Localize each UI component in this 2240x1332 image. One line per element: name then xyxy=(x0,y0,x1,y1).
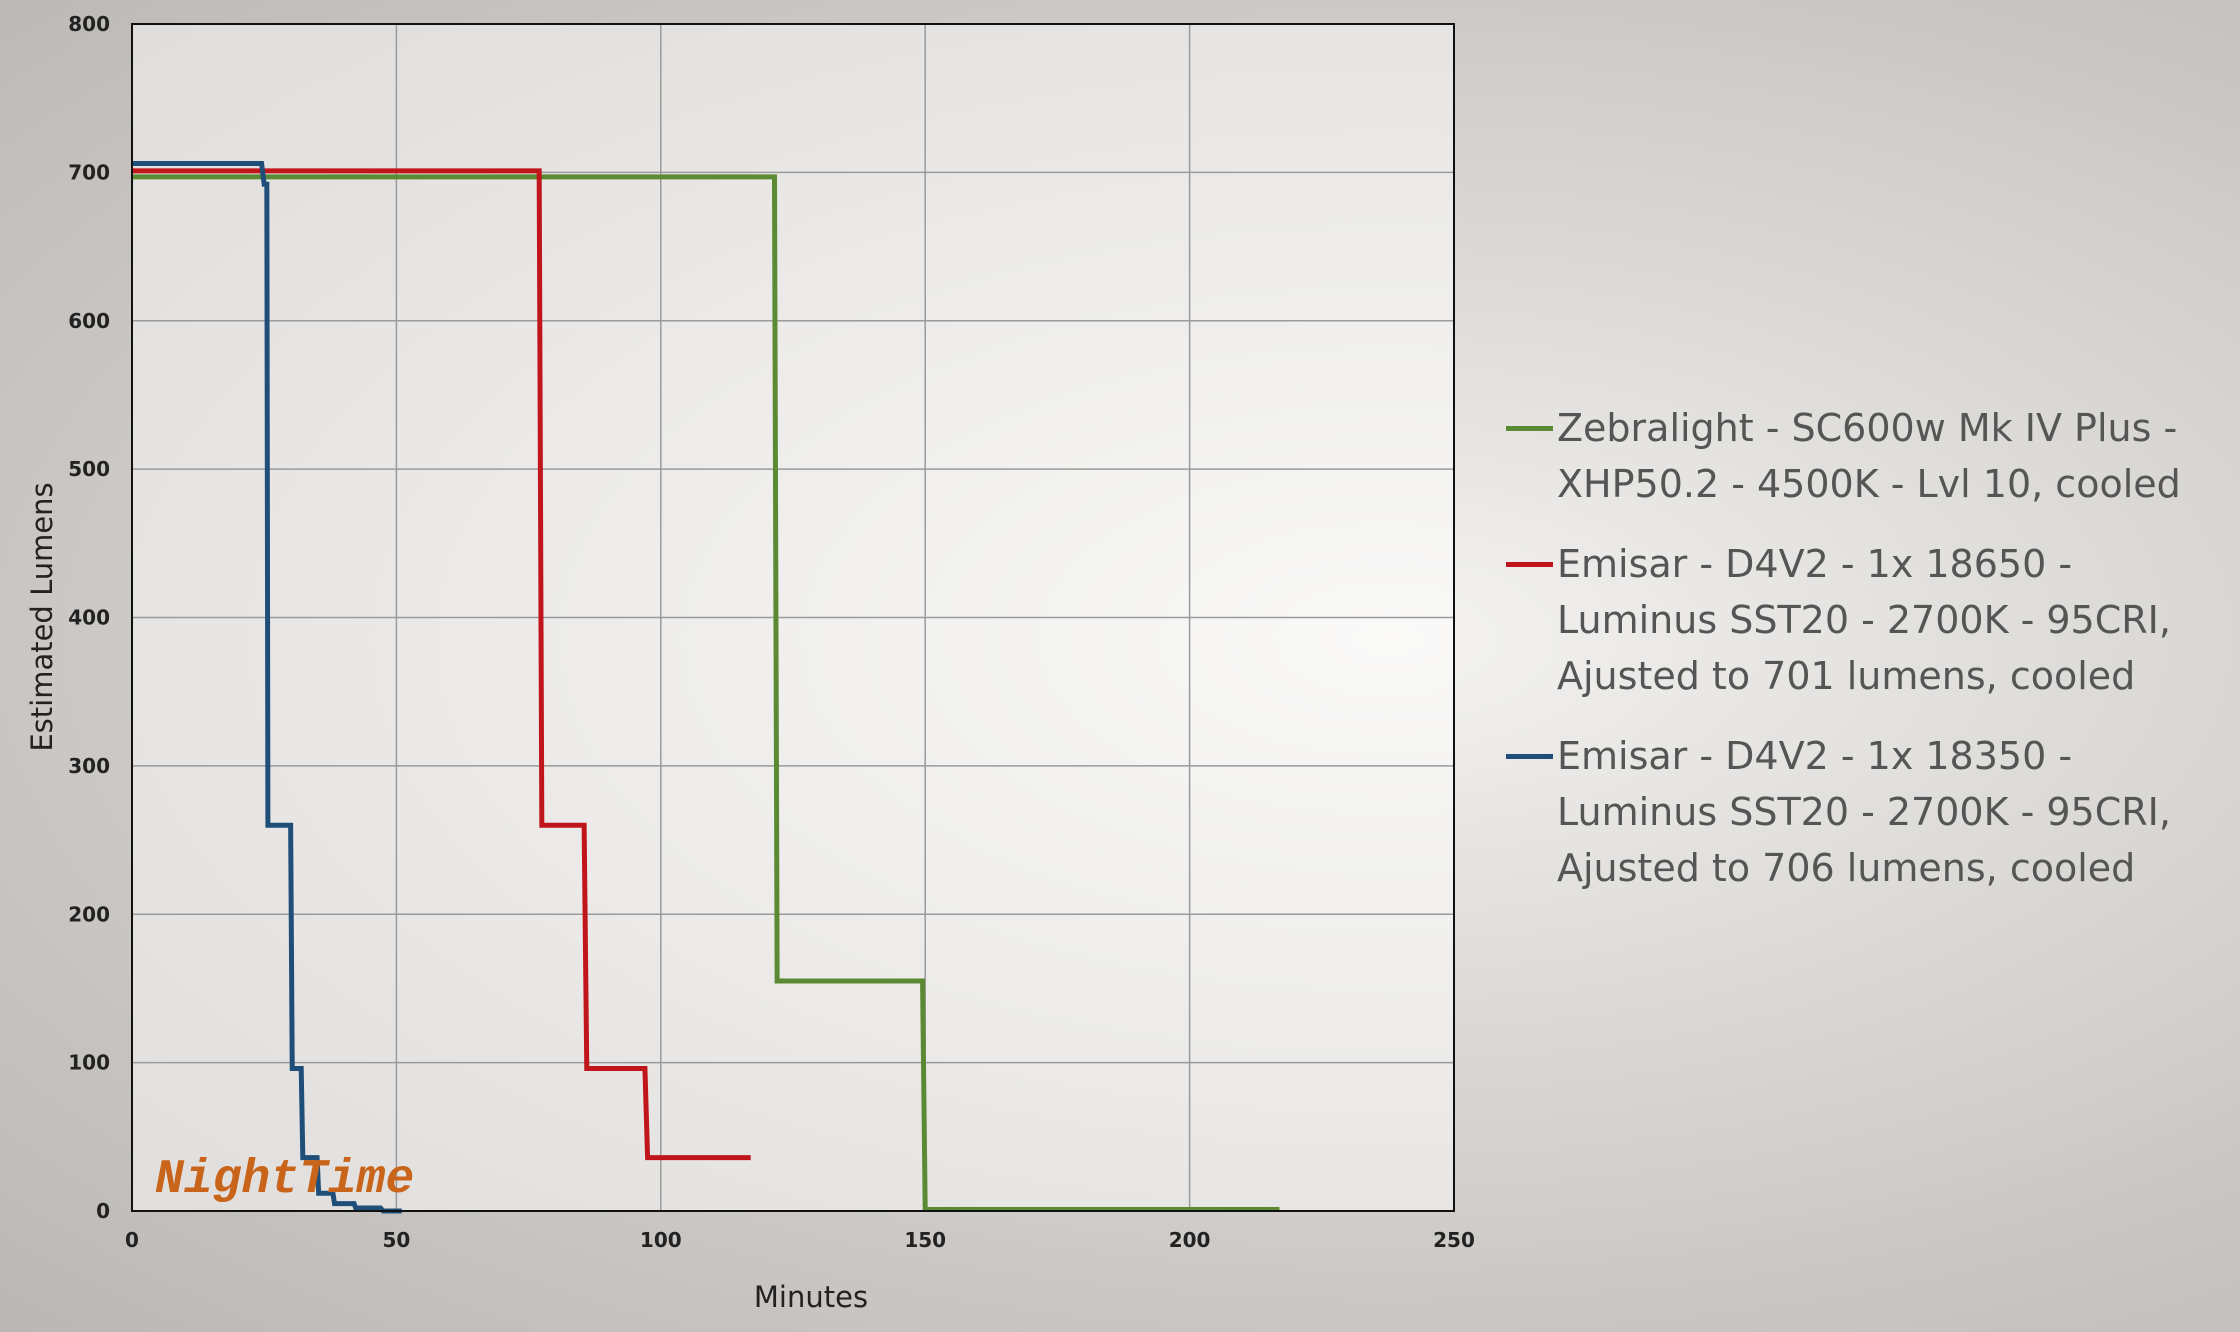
legend-entry: Emisar - D4V2 - 1x 18650 - Luminus SST20… xyxy=(1506,536,2226,704)
x-tick-label: 150 xyxy=(904,1228,946,1252)
x-tick-label: 0 xyxy=(125,1228,139,1252)
lines xyxy=(132,160,1280,1214)
legend-entry: Zebralight - SC600w Mk IV Plus - XHP50.2… xyxy=(1506,400,2226,512)
legend-swatch xyxy=(1506,426,1553,431)
legend-label: Emisar - D4V2 - 1x 18350 - Luminus SST20… xyxy=(1557,734,2171,890)
x-tick-label: 200 xyxy=(1169,1228,1211,1252)
series-line xyxy=(132,168,751,1161)
y-tick-label: 200 xyxy=(68,902,110,926)
y-tick-label: 100 xyxy=(68,1051,110,1075)
x-tick-label: 50 xyxy=(382,1228,410,1252)
legend-entry: Emisar - D4V2 - 1x 18350 - Luminus SST20… xyxy=(1506,728,2226,896)
y-tick-label: 500 xyxy=(68,457,110,481)
y-tick-label: 600 xyxy=(68,309,110,333)
y-tick-label: 700 xyxy=(68,160,110,184)
legend-label: Emisar - D4V2 - 1x 18650 - Luminus SST20… xyxy=(1557,542,2171,698)
watermark: NightTime xyxy=(155,1153,414,1207)
y-tick-label: 0 xyxy=(96,1199,110,1223)
legend: Zebralight - SC600w Mk IV Plus - XHP50.2… xyxy=(1506,400,2226,920)
plot-frame xyxy=(131,23,1455,1212)
y-axis-title: Estimated Lumens xyxy=(25,482,59,751)
x-tick-label: 100 xyxy=(640,1228,682,1252)
x-axis-title: Minutes xyxy=(754,1280,868,1314)
legend-label: Zebralight - SC600w Mk IV Plus - XHP50.2… xyxy=(1557,406,2181,506)
series-line xyxy=(132,174,1280,1213)
x-tick-label: 250 xyxy=(1433,1228,1475,1252)
series-line xyxy=(132,160,402,1214)
legend-swatch xyxy=(1506,562,1553,567)
y-tick-label: 800 xyxy=(68,12,110,36)
y-tick-label: 400 xyxy=(68,606,110,630)
legend-swatch xyxy=(1506,754,1553,759)
y-tick-label: 300 xyxy=(68,754,110,778)
